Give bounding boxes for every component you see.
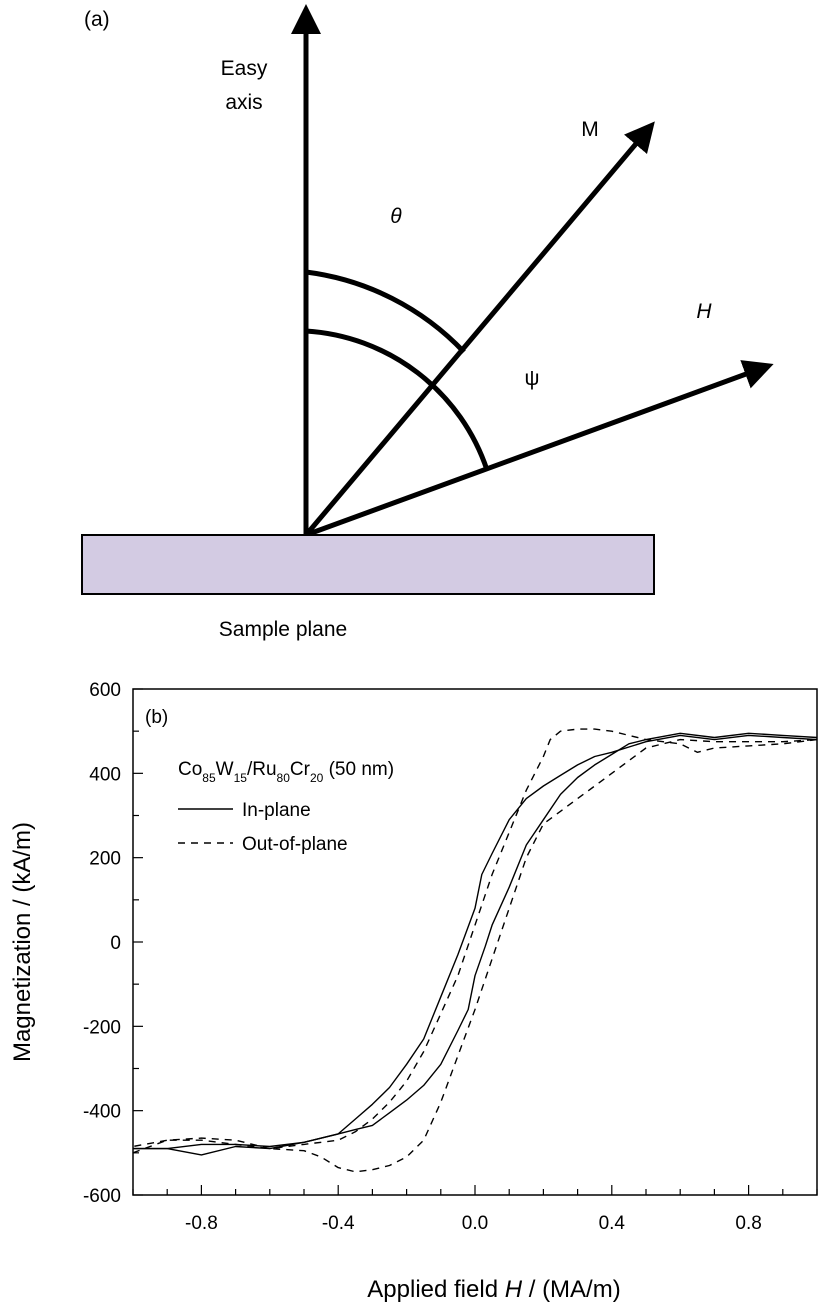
angle-diagram: (a) Easy axis M H θ ψ Sample plane: [81, 4, 774, 641]
y-axis-title: Magnetization / (kA/m): [9, 822, 36, 1062]
series-in-plane-branch-2: [133, 732, 818, 1150]
easy-axis-label-line2: axis: [225, 91, 262, 114]
hysteresis-chart: -0.8 -0.4 0.0 0.4 0.8-600-400-2000200400600 …: [9, 680, 818, 1303]
theta-angle-label: θ: [390, 205, 402, 228]
x-tick-label: 0.8: [735, 1213, 761, 1234]
x-tick-label: -0.8: [185, 1213, 218, 1234]
y-tick-label: 600: [89, 680, 121, 701]
magnetization-vector-label: M: [581, 118, 599, 141]
x-tick-label: 0.0: [462, 1213, 488, 1234]
easy-axis-label-line1: Easy: [221, 57, 268, 80]
magnetization-arrow: [304, 121, 655, 537]
tick-labels: -0.8 -0.4 0.0 0.4 0.8 -600 -400 -200 0 200 400 600: [83, 680, 762, 1234]
sample-plane-rect: [81, 534, 655, 595]
field-arrow: [305, 360, 774, 538]
x-axis-title: Applied field H / (MA/m): [367, 1276, 620, 1303]
legend-label-in-plane: In-plane: [242, 800, 311, 821]
x-tick-label: 0.4: [599, 1213, 626, 1234]
chart-panel-label: (b): [145, 707, 168, 728]
data-series: [132, 728, 818, 1173]
plot-frame: [132, 688, 818, 1196]
psi-arc: [305, 328, 490, 471]
y-tick-label: 0: [110, 933, 121, 954]
legend-label-out-of-plane: Out-of-plane: [242, 834, 348, 855]
y-tick-label: -200: [83, 1017, 121, 1038]
series-out-of-plane-branch-1: [132, 738, 818, 1173]
diagram-panel-label: (a): [84, 8, 110, 31]
psi-angle-label: ψ: [525, 367, 540, 390]
legend: Co85W15/Ru80Cr20 (50 nm) In-plane Out-of…: [178, 759, 394, 855]
axis-ticks: [132, 688, 818, 1196]
series-out-of-plane-branch-2: [132, 728, 818, 1150]
y-tick-label: 400: [89, 764, 121, 785]
x-tick-label: -0.4: [322, 1213, 355, 1234]
series-in-plane-branch-1: [133, 734, 818, 1156]
legend-title: Co85W15/Ru80Cr20 (50 nm): [178, 759, 394, 785]
y-tick-label: -600: [83, 1186, 121, 1207]
y-tick-label: 200: [89, 849, 121, 870]
field-vector-label: H: [696, 300, 712, 323]
sample-plane-label: Sample plane: [219, 618, 347, 641]
theta-arc: [305, 269, 466, 354]
y-tick-label: -400: [83, 1102, 121, 1123]
